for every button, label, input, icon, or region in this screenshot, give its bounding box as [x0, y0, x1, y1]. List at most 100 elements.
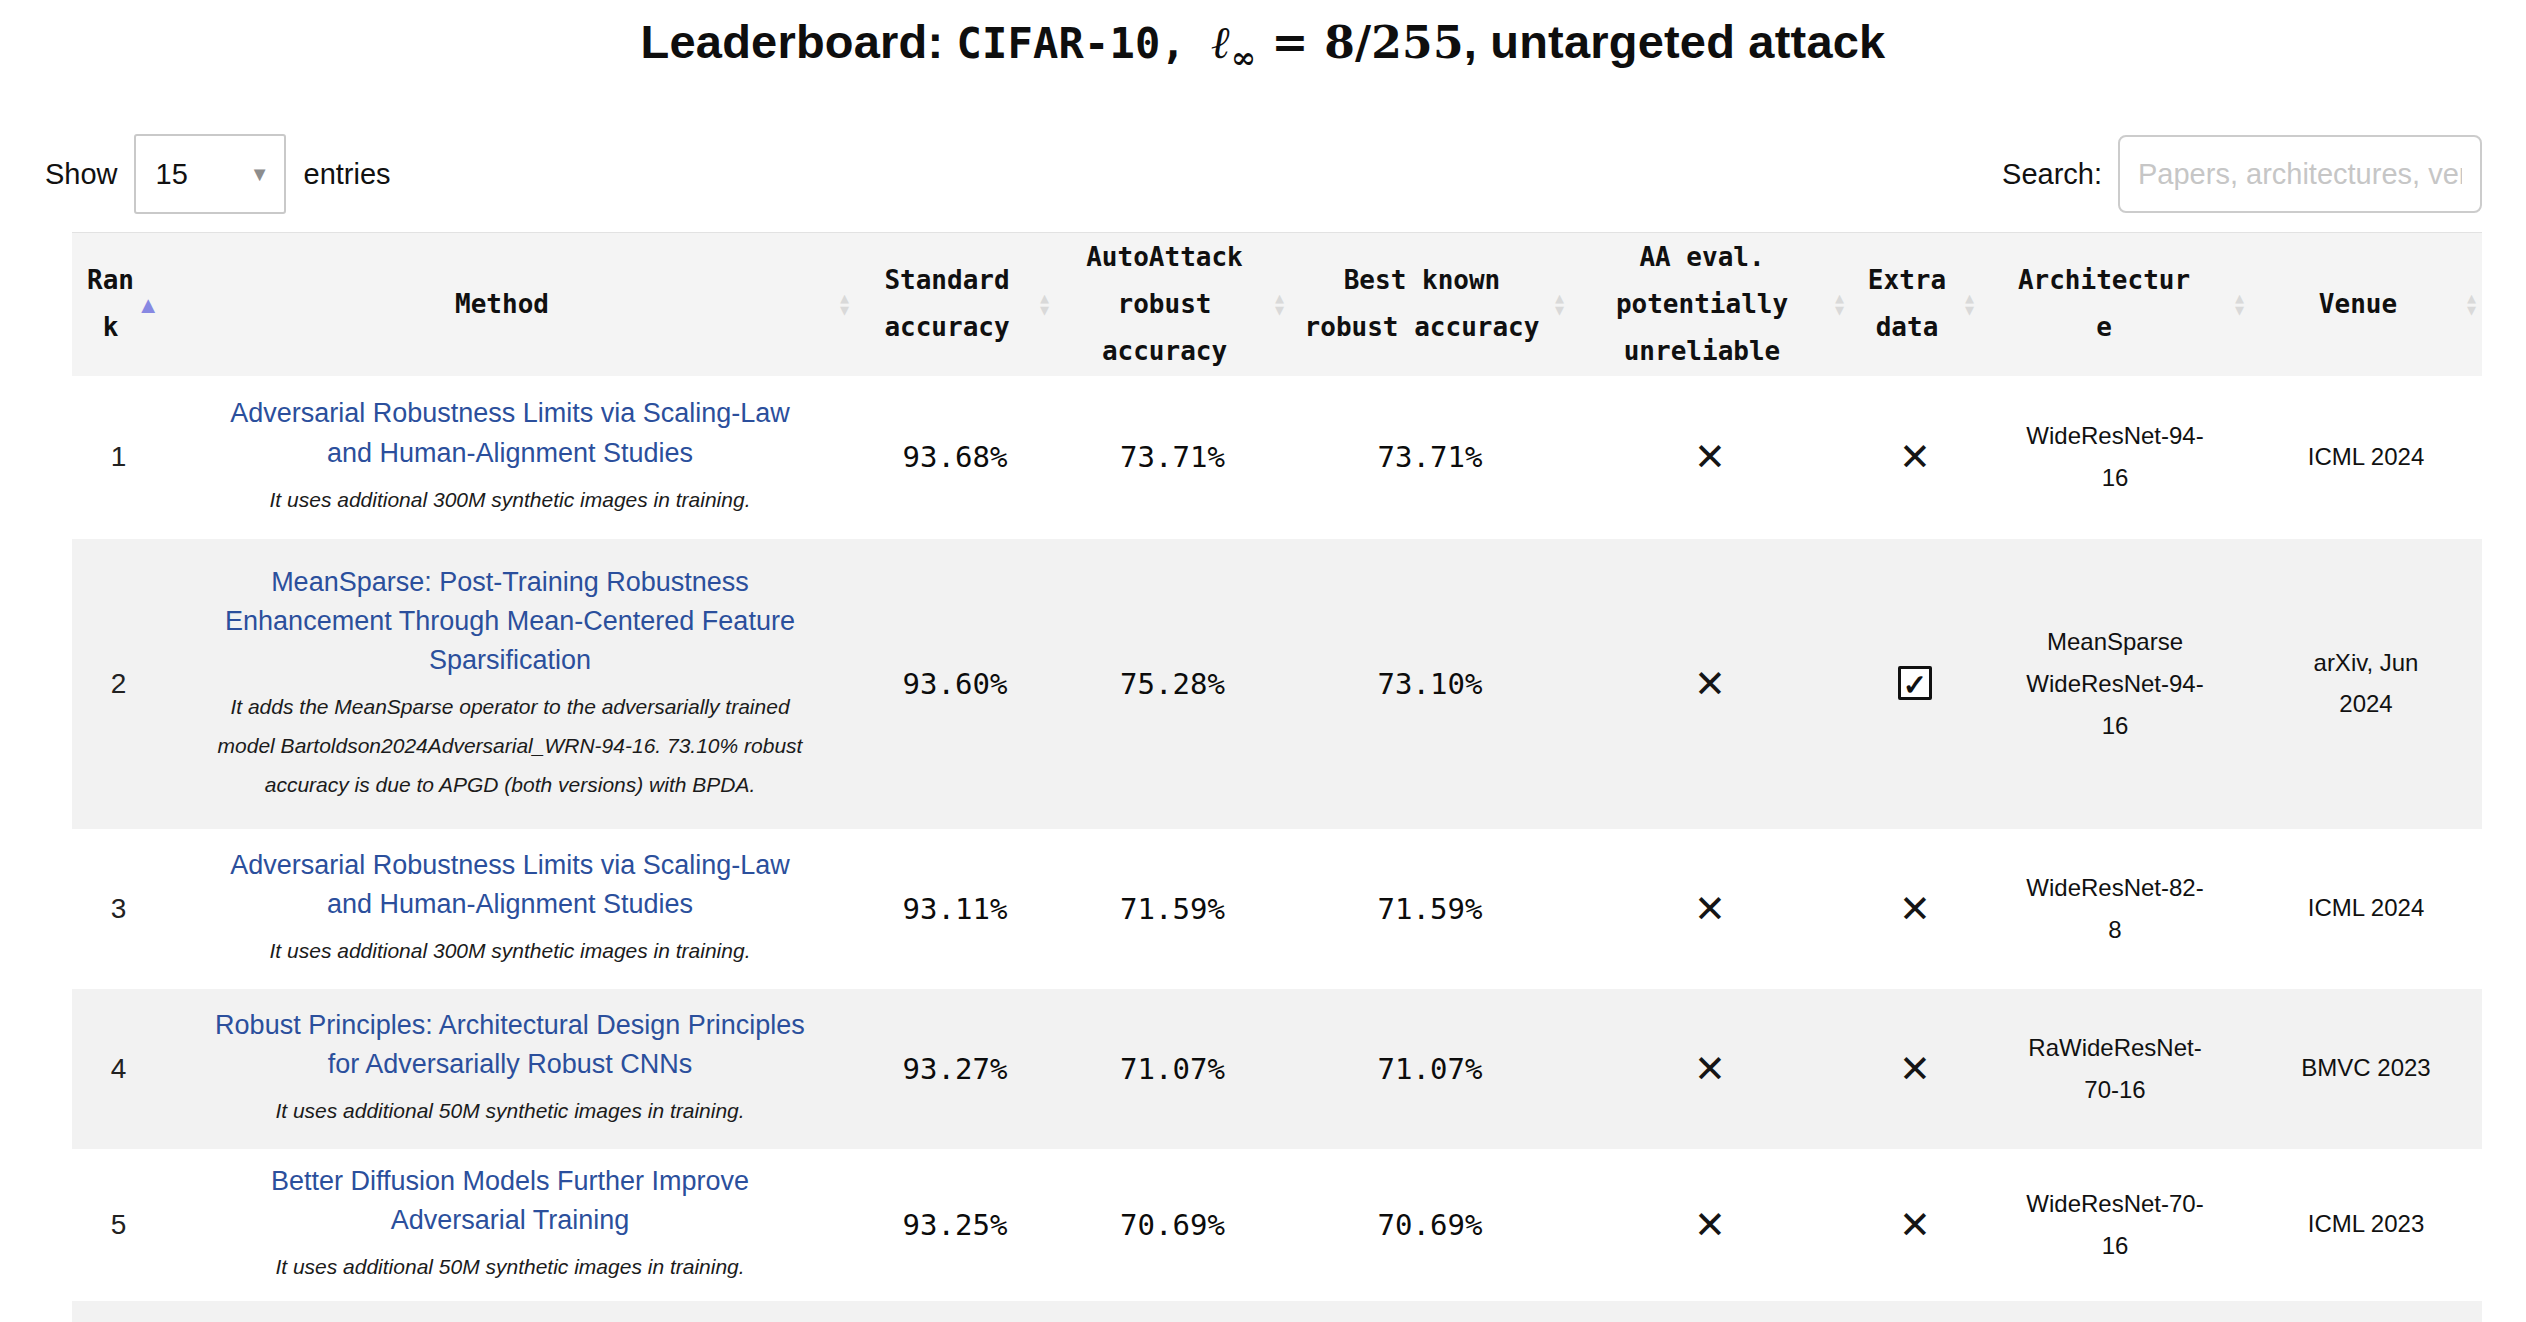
column-header-autoattack-accuracy[interactable]: AutoAttack robust accuracy ▲▼ [1055, 233, 1290, 376]
aa-eval-unreliable-cell: ✕ [1570, 539, 1850, 829]
extra-data-cell: ✕ [1850, 376, 1980, 539]
title-norm-subscript: ∞ [1231, 40, 1256, 75]
autoattack-accuracy-cell: 70.69% [1055, 1149, 1290, 1301]
page-title: Leaderboard: CIFAR-10, ℓ∞ = 8/255, untar… [0, 14, 2526, 75]
method-link[interactable]: Adversarial Robustness Limits via Scalin… [210, 394, 810, 472]
sort-icon[interactable]: ▲▼ [1835, 292, 1844, 316]
method-link[interactable]: Robust Principles: Architectural Design … [210, 1006, 810, 1084]
leaderboard-table-wrap: Rank ▲ Method ▲▼ Standard accuracy ▲▼ Au… [72, 232, 2482, 1322]
table-row: 1 Adversarial Robustness Limits via Scal… [72, 376, 2482, 539]
standard-accuracy-cell: 93.11% [855, 829, 1055, 989]
cross-icon: ✕ [1694, 1048, 1726, 1090]
method-link[interactable]: Better Diffusion Models Further Improve … [210, 1162, 810, 1240]
cross-icon: ✕ [1899, 888, 1931, 930]
table-row: 5 Better Diffusion Models Further Improv… [72, 1149, 2482, 1301]
column-header-aa-eval-unreliable[interactable]: AA eval. potentially unreliable ▲▼ [1570, 233, 1850, 376]
autoattack-accuracy-cell: 75.28% [1055, 539, 1290, 829]
method-note: It uses additional 300M synthetic images… [205, 481, 815, 520]
venue-cell: ICML 2024 [2250, 376, 2482, 539]
sort-icon[interactable]: ▲▼ [1965, 292, 1974, 316]
sort-icon[interactable]: ▲▼ [840, 292, 849, 316]
autoattack-header-label: AutoAttack robust accuracy [1086, 242, 1243, 366]
sort-icon[interactable]: ▲▼ [2235, 292, 2244, 316]
standard-accuracy-cell: 93.25% [855, 1149, 1055, 1301]
autoattack-accuracy-cell: 73.71% [1055, 376, 1290, 539]
sort-icon[interactable]: ▲▼ [1555, 292, 1564, 316]
extra-data-cell: ✓ [1850, 539, 1980, 829]
entries-select-wrap: 15 ▼ [134, 134, 286, 214]
best-known-accuracy-cell: 73.71% [1290, 376, 1570, 539]
architecture-cell: MeanSparse WideResNet-94-16 [1980, 539, 2250, 829]
title-norm-symbol: ℓ [1211, 16, 1230, 69]
cross-icon: ✕ [1694, 1204, 1726, 1246]
entries-label: entries [304, 158, 391, 191]
architecture-cell: WideResNet-70-16 [1980, 1149, 2250, 1301]
column-header-method[interactable]: Method ▲▼ [165, 233, 855, 376]
sort-icon[interactable]: ▲▼ [2467, 292, 2476, 316]
best-known-accuracy-cell: 71.07% [1290, 989, 1570, 1149]
method-link[interactable]: Adversarial Robustness Limits via Scalin… [210, 846, 810, 924]
entries-select[interactable]: 15 [134, 134, 286, 214]
method-link[interactable]: MeanSparse: Post-Training Robustness Enh… [210, 563, 810, 680]
venue-cell: BMVC 2023 [2250, 989, 2482, 1149]
aa-eval-header-label: AA eval. potentially unreliable [1616, 242, 1788, 366]
standard-accuracy-header-label: Standard accuracy [884, 265, 1009, 342]
aa-eval-unreliable-cell: ✕ [1570, 376, 1850, 539]
sort-icon[interactable]: ▲▼ [1275, 292, 1284, 316]
best-known-accuracy-cell: 71.59% [1290, 829, 1570, 989]
column-header-best-known-accuracy[interactable]: Best known robust accuracy ▲▼ [1290, 233, 1570, 376]
extra-data-cell: ✕ [1850, 989, 1980, 1149]
column-header-standard-accuracy[interactable]: Standard accuracy ▲▼ [855, 233, 1055, 376]
method-cell: MeanSparse: Post-Training Robustness Enh… [165, 539, 855, 829]
table-row-partial [72, 1301, 2482, 1322]
rank-cell: 1 [72, 376, 165, 539]
title-suffix: , untargeted attack [1464, 15, 1886, 68]
column-header-venue[interactable]: Venue ▲▼ [2250, 233, 2482, 376]
best-known-accuracy-cell: 70.69% [1290, 1149, 1570, 1301]
search-label: Search: [2002, 158, 2102, 191]
method-header-label: Method [455, 289, 549, 319]
rank-cell: 2 [72, 539, 165, 829]
sort-icon[interactable]: ▲▼ [1040, 292, 1049, 316]
autoattack-accuracy-cell: 71.59% [1055, 829, 1290, 989]
leaderboard-table: Rank ▲ Method ▲▼ Standard accuracy ▲▼ Au… [72, 232, 2482, 1322]
extra-data-cell: ✕ [1850, 829, 1980, 989]
header-row: Rank ▲ Method ▲▼ Standard accuracy ▲▼ Au… [72, 233, 2482, 376]
table-row: 3 Adversarial Robustness Limits via Scal… [72, 829, 2482, 989]
autoattack-accuracy-cell: 71.07% [1055, 989, 1290, 1149]
search-control: Search: [2002, 135, 2482, 213]
checked-box-icon: ✓ [1898, 666, 1932, 700]
method-note: It uses additional 50M synthetic images … [205, 1248, 815, 1287]
cross-icon: ✕ [1899, 1204, 1931, 1246]
method-note: It adds the MeanSparse operator to the a… [205, 688, 815, 805]
extra-data-cell: ✕ [1850, 1149, 1980, 1301]
standard-accuracy-cell: 93.27% [855, 989, 1055, 1149]
cross-icon: ✕ [1694, 888, 1726, 930]
method-cell: Robust Principles: Architectural Design … [165, 989, 855, 1149]
best-known-header-label: Best known robust accuracy [1305, 265, 1540, 342]
search-input[interactable] [2118, 135, 2482, 213]
cross-icon: ✕ [1899, 436, 1931, 478]
title-norm-value: = 8/255 [1256, 17, 1464, 68]
architecture-header-label: Architecture [2018, 265, 2190, 342]
rank-cell: 4 [72, 989, 165, 1149]
table-row: 4 Robust Principles: Architectural Desig… [72, 989, 2482, 1149]
title-dataset: CIFAR-10, [957, 19, 1212, 68]
cross-icon: ✕ [1694, 436, 1726, 478]
page-length-control: Show 15 ▼ entries [45, 134, 391, 214]
column-header-architecture[interactable]: Architecture ▲▼ [1980, 233, 2250, 376]
rank-cell: 3 [72, 829, 165, 989]
extra-data-header-label: Extra data [1868, 265, 1946, 342]
table-row: 2 MeanSparse: Post-Training Robustness E… [72, 539, 2482, 829]
venue-cell: ICML 2023 [2250, 1149, 2482, 1301]
column-header-extra-data[interactable]: Extra data ▲▼ [1850, 233, 1980, 376]
rank-cell: 5 [72, 1149, 165, 1301]
sort-ascending-icon[interactable]: ▲ [141, 293, 155, 316]
architecture-cell: RaWideResNet-70-16 [1980, 989, 2250, 1149]
architecture-cell: WideResNet-82-8 [1980, 829, 2250, 989]
method-note: It uses additional 300M synthetic images… [205, 932, 815, 971]
standard-accuracy-cell: 93.68% [855, 376, 1055, 539]
column-header-rank[interactable]: Rank ▲ [72, 233, 165, 376]
aa-eval-unreliable-cell: ✕ [1570, 1149, 1850, 1301]
aa-eval-unreliable-cell: ✕ [1570, 829, 1850, 989]
